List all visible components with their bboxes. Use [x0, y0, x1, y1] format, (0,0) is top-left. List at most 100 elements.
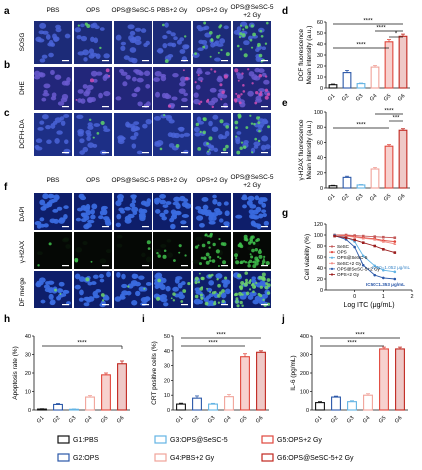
top-tile-r2-c1-cell: [43, 83, 51, 89]
top-tile-r1-c6: [233, 21, 271, 64]
top-tile-r2-c4-cell: [183, 92, 189, 97]
top-tile-r3-c2: [74, 113, 112, 156]
top-tile-r1-c4-scalebar: [181, 60, 188, 62]
f-column-headers: PBS OPS OPS@SeSC-5 PBS+2 Gy OPS+2 Gy OPS…: [46, 174, 273, 189]
top-tile-r1-c2-cell: [80, 35, 88, 42]
top-tile-r1-c2-cell: [103, 53, 110, 59]
f-tile-merge-c5-signal: [214, 300, 217, 303]
f-tile-dapi-c4-cell: [154, 209, 161, 214]
f-tile-dapi-c1-cell: [34, 221, 42, 226]
top-tile-r3-c4-cell: [153, 116, 162, 121]
f-tile-h2ax-c6-signal: [257, 249, 262, 255]
top-tile-r3-c1: [34, 113, 72, 156]
top-tile-r1-c2-scalebar: [102, 60, 109, 62]
f-tile-dapi-c6: [233, 193, 271, 230]
top-tile-r3-c6-signal: [239, 146, 243, 150]
f-tile-merge-c3-signal: [127, 285, 130, 288]
top-tile-r1-c2-cell: [90, 36, 95, 43]
f-tile-merge-c5-signal: [194, 276, 199, 281]
chart-j-bar: [331, 396, 341, 411]
chart-g-point: [382, 268, 385, 272]
top-tile-r1-c6-signal: [236, 44, 240, 48]
top-tile-r1-c5-signal: [218, 34, 221, 37]
top-tile-r2-c6-signal: [238, 101, 242, 105]
chart-j-ytick-label: 0: [306, 408, 309, 414]
top-tile-r3-c6-signal: [253, 122, 256, 126]
f-tile-merge-c4-cell: [174, 277, 180, 284]
top-tile-r1-c6-cell: [255, 48, 260, 53]
f-tile-merge-c4-cell: [163, 302, 169, 307]
top-tile-r2-c4: [153, 67, 191, 110]
top-tile-r1-c4-cell: [157, 47, 164, 54]
chart-i-bar: [240, 356, 250, 411]
top-tile-r1-c6-signal: [260, 34, 264, 38]
chart-g-point: [393, 277, 397, 281]
top-tile-r2-c1-cell: [43, 89, 48, 94]
f-tile-merge-c6-signal: [252, 290, 255, 294]
f-tile-h2ax-c5-signal: [208, 246, 211, 249]
chart-g-legend-label: OPS+2 Gy: [337, 272, 360, 277]
f-tile-merge-c6-signal: [240, 280, 245, 286]
f-tile-merge-c6-signal: [241, 293, 244, 296]
top-tile-r3-c6-signal: [249, 114, 252, 117]
f-tile-merge-c4-cell: [155, 272, 163, 278]
f-tile-merge-c5-signal: [210, 273, 214, 277]
f-tile-merge-c1-cell: [57, 293, 64, 298]
top-tile-r2-c6-signal: [264, 88, 269, 92]
chart-d-bar: [328, 84, 338, 89]
top-tile-r3-c2-cell: [87, 142, 95, 148]
chart-g-legend-label: OPS@SeSC-5: [337, 255, 368, 260]
chart-g-ytick-label: 0: [320, 288, 323, 294]
top-tile-r3-c1-cell: [60, 120, 66, 126]
chart-g-point: [361, 234, 365, 238]
f-tile-dapi-c2-cell: [104, 218, 111, 224]
top-tile-r2-c3-cell: [145, 83, 151, 89]
chart-g-xtick-label: 0: [353, 294, 356, 300]
top-tile-r1-c1-cell: [47, 42, 54, 47]
f-tile-merge-c5-signal: [216, 278, 219, 281]
legend-label-g3: G3:OPS@SeSC-5: [170, 437, 228, 444]
top-tile-r3-c3-cell: [130, 135, 137, 140]
f-tile-dapi-c1-cell: [49, 218, 56, 224]
f-tile-h2ax-c6-signal: [234, 253, 239, 258]
chart-g-point: [382, 235, 385, 239]
top-tile-r2-c4-scalebar: [181, 106, 188, 108]
panel-letter-f: f: [4, 182, 8, 193]
top-tile-r3-c5-cell: [224, 130, 230, 137]
top-tile-r1-c3-cell: [120, 41, 127, 46]
chart-e-ytick-label: 60: [317, 140, 323, 146]
f-tile-merge-c6-signal: [235, 299, 239, 304]
f-tile-merge-c5-signal: [197, 281, 201, 284]
top-tile-r1-c4-cell: [173, 36, 178, 41]
panel-letter-d: d: [282, 6, 288, 17]
f-tile-merge-c6-signal: [259, 285, 263, 289]
f-tile-merge-c2-cell: [103, 295, 110, 301]
top-tile-r2-c2-cell: [86, 84, 94, 91]
f-tile-merge-c5-cell: [194, 287, 201, 292]
top-tile-r3-c1-cell: [50, 123, 56, 129]
top-tile-r3-c3-cell: [145, 118, 152, 125]
chart-e-ytick-label: 0: [320, 186, 323, 192]
legend-label-g1: G1:PBS: [73, 437, 99, 444]
f-tile-merge-c6-signal: [265, 282, 269, 286]
top-tile-r1-c5: [192, 21, 231, 64]
chart-i-bar: [176, 403, 186, 411]
top-tile-r3-c2-signal: [92, 136, 95, 139]
f-tile-merge-c2-signal: [85, 277, 90, 282]
f-tile-dapi-c6-cell: [263, 220, 269, 226]
f-tile-merge-c2-cell: [98, 273, 104, 279]
top-microscopy-grid: [34, 21, 271, 156]
chart-e-ytick-label: 20: [317, 171, 323, 177]
f-tile-merge-c5-signal: [209, 291, 212, 294]
f-tile-dapi-c1-cell: [63, 205, 69, 210]
chart-g-point: [393, 251, 397, 254]
f-tile-h2ax-c6-signal: [244, 260, 248, 264]
chart-g-xtick-label: 1: [382, 294, 385, 300]
top-tile-r1-c6-signal: [258, 53, 263, 58]
top-tile-r2-c5-cell: [196, 70, 203, 75]
top-tile-r3-c3-cell: [135, 126, 141, 131]
f-tile-h2ax-c5-signal: [207, 235, 210, 238]
f-tile-dapi-c6-cell: [251, 221, 257, 227]
chart-g-point: [353, 245, 356, 249]
chart-i-xtick-label: G5: [239, 415, 248, 424]
